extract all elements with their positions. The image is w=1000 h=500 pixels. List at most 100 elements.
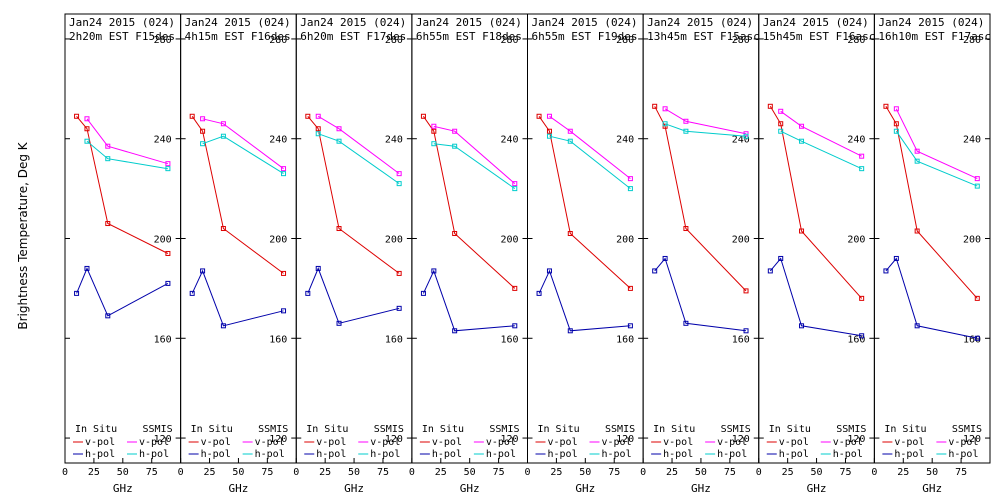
legend-ssmis-hpol-label: h-pol (370, 449, 400, 460)
x-tick-label: 75 (839, 467, 851, 478)
y-tick-label: 200 (154, 235, 172, 246)
series-ssmis-vpol-point (84, 116, 90, 122)
y-tick-label: 120 (963, 434, 981, 445)
series-insitu-hpol-line (654, 257, 747, 332)
series-insitu-vpol-point (799, 228, 805, 234)
series-ssmis-vpol-line (664, 108, 747, 135)
series-insitu-hpol-point (281, 308, 287, 314)
y-tick-label: 120 (616, 434, 634, 445)
series-ssmis-vpol-point (662, 106, 668, 112)
y-tick-label: 240 (385, 135, 403, 146)
y-tick-label: 160 (385, 334, 403, 345)
legend-ssmis-vpol-label: v-pol (370, 437, 400, 448)
y-tick-label: 160 (269, 334, 287, 345)
y-tick-label: 240 (732, 135, 750, 146)
y-tick-label: 160 (500, 334, 518, 345)
series-insitu-hpol-point (536, 290, 542, 296)
series-insitu-hpol-point (974, 335, 980, 341)
y-tick-label: 280 (963, 35, 981, 46)
series-insitu-hpol-point (512, 323, 518, 329)
y-tick-label: 240 (963, 135, 981, 146)
panel-title-line2: 6h55m EST F18des (416, 30, 522, 43)
y-tick-label: 200 (269, 235, 287, 246)
series-insitu-hpol-point (893, 255, 899, 261)
series-ssmis-vpol-point (431, 123, 437, 129)
series-ssmis-hpol-point (567, 138, 573, 144)
legend-insitu-hpol-label: h-pol (894, 449, 924, 460)
x-tick-label: 50 (464, 467, 476, 478)
series-ssmis-vpol-point (627, 176, 633, 182)
legend-insitu-vpol-label: v-pol (201, 437, 231, 448)
x-tick-label: 0 (756, 467, 762, 478)
series-insitu-vpol-point (883, 103, 889, 109)
series-ssmis-vpol-line (895, 108, 978, 180)
legend-insitu-vpol-label: v-pol (779, 437, 809, 448)
legend-ssmis-vpol-label: v-pol (139, 437, 169, 448)
series-insitu-vpol-point (165, 250, 171, 256)
series-insitu-hpol-point (200, 268, 206, 274)
legend-insitu-vpol-label: v-pol (316, 437, 346, 448)
series-insitu-hpol-line (307, 267, 400, 324)
series-insitu-vpol-point (778, 121, 784, 127)
series-insitu-hpol-line (422, 269, 515, 332)
series-ssmis-hpol-point (974, 183, 980, 189)
legend-insitu-vpol-label: v-pol (85, 437, 115, 448)
series-insitu-vpol-point (743, 288, 749, 294)
series-insitu-vpol-point (189, 113, 195, 119)
x-tick-label: 0 (871, 467, 877, 478)
y-tick-label: 160 (963, 334, 981, 345)
x-tick-label: 25 (204, 467, 216, 478)
series-insitu-vpol-point (315, 126, 321, 132)
series-ssmis-hpol-point (105, 156, 111, 162)
series-insitu-hpol-point (683, 320, 689, 326)
series-ssmis-hpol-line (549, 135, 631, 189)
panel-title-line1: Jan24 2015 (024) (647, 16, 753, 29)
legend-group-ssmis: SSMIS (143, 424, 173, 435)
series-insitu-hpol-point (165, 280, 171, 286)
y-tick-label: 160 (616, 334, 634, 345)
y-tick-label: 240 (500, 135, 518, 146)
x-tick-label: 50 (117, 467, 129, 478)
legend-group-insitu: In Situ (884, 424, 926, 435)
series-insitu-vpol-point (859, 295, 865, 301)
x-tick-label: 0 (409, 467, 415, 478)
y-tick-label: 200 (732, 235, 750, 246)
x-axis-label: GHz (344, 482, 364, 495)
series-ssmis-hpol-line (433, 143, 516, 190)
y-tick-label: 280 (269, 35, 287, 46)
series-insitu-hpol-point (452, 328, 458, 334)
y-tick-label: 280 (616, 35, 634, 46)
x-axis-label: GHz (922, 482, 942, 495)
legend-insitu-vpol-label: v-pol (432, 437, 462, 448)
legend-insitu-vpol-label: v-pol (894, 437, 924, 448)
series-insitu-hpol-point (420, 290, 426, 296)
series-ssmis-hpol-point (662, 121, 668, 127)
panel-title-line2: 6h55m EST F19des (532, 30, 638, 43)
x-tick-label: 50 (579, 467, 591, 478)
series-ssmis-hpol-point (336, 138, 342, 144)
series-insitu-hpol-point (627, 323, 633, 329)
panel-title-line2: 6h20m EST F17des (300, 30, 406, 43)
series-ssmis-hpol-point (627, 186, 633, 192)
x-tick-label: 75 (377, 467, 389, 478)
series-insitu-vpol-point (420, 113, 426, 119)
x-tick-label: 25 (550, 467, 562, 478)
x-tick-label: 0 (178, 467, 184, 478)
x-tick-label: 50 (926, 467, 938, 478)
series-insitu-hpol-point (84, 265, 90, 271)
series-ssmis-hpol-line (664, 123, 747, 137)
series-ssmis-vpol-point (336, 126, 342, 132)
y-tick-label: 240 (154, 135, 172, 146)
series-insitu-hpol-point (189, 290, 195, 296)
x-tick-label: 50 (232, 467, 244, 478)
series-insitu-hpol-point (652, 268, 658, 274)
series-insitu-vpol-line (307, 115, 400, 274)
x-tick-label: 0 (293, 467, 299, 478)
series-insitu-hpol-point (396, 305, 402, 311)
series-insitu-vpol-point (683, 226, 689, 232)
legend-insitu-hpol-label: h-pol (779, 449, 809, 460)
series-insitu-vpol-line (885, 106, 978, 299)
panel-title-line2: 15h45m EST F16asc (763, 30, 876, 43)
y-tick-label: 120 (732, 434, 750, 445)
legend-insitu-vpol-label: v-pol (663, 437, 693, 448)
